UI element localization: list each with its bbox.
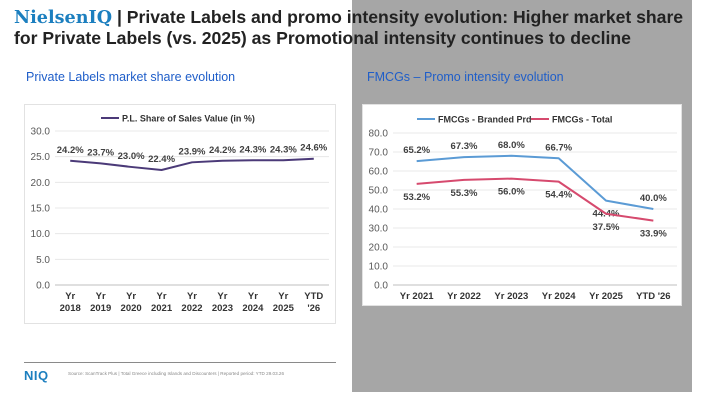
y-tick-label: 80.0 (369, 129, 389, 140)
data-label: 24.2% (57, 145, 84, 156)
y-tick-label: 10.0 (369, 262, 389, 273)
y-tick-label: 20.0 (369, 243, 389, 254)
x-tick-label: YTD (304, 291, 323, 302)
x-tick-label: Yr (248, 291, 258, 302)
x-tick-label: Yr 2023 (494, 291, 528, 302)
right-chart-subtitle: FMCGs – Promo intensity evolution (367, 70, 564, 84)
x-tick-label: '26 (307, 303, 320, 314)
x-tick-label: 2023 (212, 303, 233, 314)
x-tick-label: Yr (96, 291, 106, 302)
data-label: 65.2% (403, 145, 430, 156)
data-label: 24.2% (209, 145, 236, 156)
data-label: 40.0% (640, 193, 667, 204)
series-line (416, 154, 654, 210)
y-tick-label: 30.0 (369, 224, 389, 235)
y-tick-label: 60.0 (369, 167, 389, 178)
legend-label: FMCGs - Branded Prd (438, 115, 532, 125)
data-label: 67.3% (451, 141, 478, 152)
y-tick-label: 5.0 (36, 255, 50, 266)
data-label: 56.0% (498, 187, 525, 198)
x-tick-label: Yr 2022 (447, 291, 481, 302)
data-label: 33.9% (640, 229, 667, 240)
x-tick-label: YTD '26 (636, 291, 670, 302)
left-chart-subtitle: Private Labels market share evolution (26, 70, 236, 84)
source-footnote: Source: ScanTrack Plus | Total Greece in… (68, 371, 285, 376)
x-tick-label: 2021 (151, 303, 173, 314)
x-tick-label: Yr (187, 291, 197, 302)
y-tick-label: 70.0 (369, 148, 389, 159)
x-tick-label: Yr (65, 291, 75, 302)
pl-share-chart: 0.05.010.015.020.025.030.0Yr2018Yr2019Yr… (31, 114, 329, 314)
x-tick-label: Yr 2021 (400, 291, 435, 302)
x-tick-label: Yr 2025 (589, 291, 624, 302)
y-tick-label: 30.0 (31, 127, 51, 138)
y-tick-label: 10.0 (31, 229, 51, 240)
title-text: Private Labels and promo intensity evolu… (14, 7, 684, 48)
data-label: 66.7% (545, 142, 572, 153)
legend-label: P.L. Share of Sales Value (in %) (122, 114, 255, 124)
data-label: 23.9% (179, 146, 206, 157)
x-tick-label: Yr (126, 291, 136, 302)
x-tick-label: 2018 (60, 303, 81, 314)
x-tick-label: Yr (217, 291, 227, 302)
data-label: 24.3% (239, 144, 266, 155)
data-label: 22.4% (148, 154, 175, 165)
y-tick-label: 0.0 (36, 281, 50, 292)
pl-share-chart-card: 0.0 5.0 10.0 15.0 20.0 25.0 30.0 Yr 2018 Yr 2019 Yr… (24, 104, 336, 324)
legend-label: FMCGs - Total (552, 115, 612, 125)
footer-divider (24, 362, 336, 363)
data-label: 68.0% (498, 140, 525, 151)
data-label: 24.3% (270, 144, 297, 155)
x-tick-label: Yr 2024 (542, 291, 577, 302)
series-line (70, 157, 314, 172)
page-title: NielsenIQ | Private Labels and promo int… (14, 7, 694, 49)
y-tick-label: 25.0 (31, 152, 51, 163)
x-tick-label: 2020 (121, 303, 142, 314)
data-label: 23.7% (87, 147, 114, 158)
data-label: 53.2% (403, 192, 430, 203)
data-label: 55.3% (451, 188, 478, 199)
series-line (416, 177, 654, 222)
data-label: 37.5% (593, 222, 620, 233)
x-tick-label: 2025 (273, 303, 295, 314)
x-tick-label: 2024 (242, 303, 264, 314)
x-tick-label: 2019 (90, 303, 111, 314)
title-separator: | (112, 7, 127, 27)
data-label: 54.4% (545, 190, 572, 201)
data-label: 23.0% (118, 151, 145, 162)
y-tick-label: 50.0 (369, 186, 389, 197)
promo-intensity-chart-card: 0.0 10.0 20.0 30.0 40.0 50.0 60.0 70.0 80.0 Yr 20… (362, 104, 682, 306)
data-label: 24.6% (300, 143, 327, 154)
x-tick-label: Yr (278, 291, 288, 302)
brand-name: NielsenIQ (14, 7, 113, 28)
y-tick-label: 0.0 (374, 281, 388, 292)
x-tick-label: Yr (157, 291, 167, 302)
niq-logo: NIQ (24, 368, 49, 383)
x-tick-label: 2022 (181, 303, 202, 314)
y-tick-label: 20.0 (31, 178, 51, 189)
promo-intensity-chart: 0.0 10.0 20.0 30.0 40.0 50.0 60.0 70.0 80.0 Yr 20… (369, 115, 677, 302)
y-tick-label: 40.0 (369, 205, 389, 216)
y-tick-label: 15.0 (31, 204, 51, 215)
